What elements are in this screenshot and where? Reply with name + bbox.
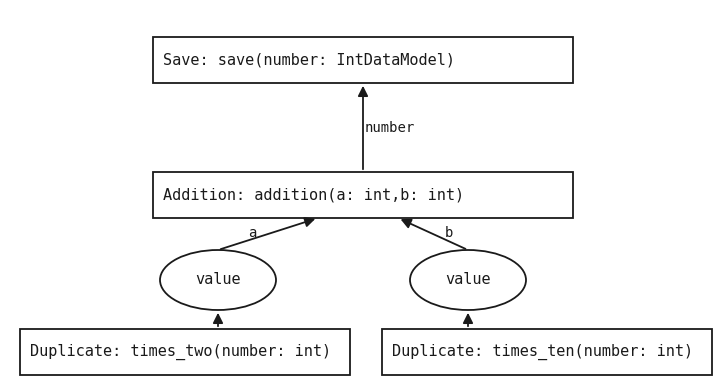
Ellipse shape — [410, 250, 526, 310]
FancyBboxPatch shape — [153, 172, 573, 218]
Text: Duplicate: times_ten(number: int): Duplicate: times_ten(number: int) — [392, 344, 693, 360]
Text: number: number — [365, 121, 415, 135]
Text: value: value — [195, 272, 241, 288]
FancyBboxPatch shape — [382, 329, 712, 375]
FancyBboxPatch shape — [20, 329, 350, 375]
Text: b: b — [445, 226, 454, 240]
Text: a: a — [248, 226, 257, 240]
FancyBboxPatch shape — [153, 37, 573, 83]
Ellipse shape — [160, 250, 276, 310]
Text: Duplicate: times_two(number: int): Duplicate: times_two(number: int) — [30, 344, 331, 360]
Text: Save: save(number: IntDataModel): Save: save(number: IntDataModel) — [163, 52, 455, 68]
Text: value: value — [445, 272, 491, 288]
Text: Addition: addition(a: int,b: int): Addition: addition(a: int,b: int) — [163, 187, 464, 203]
